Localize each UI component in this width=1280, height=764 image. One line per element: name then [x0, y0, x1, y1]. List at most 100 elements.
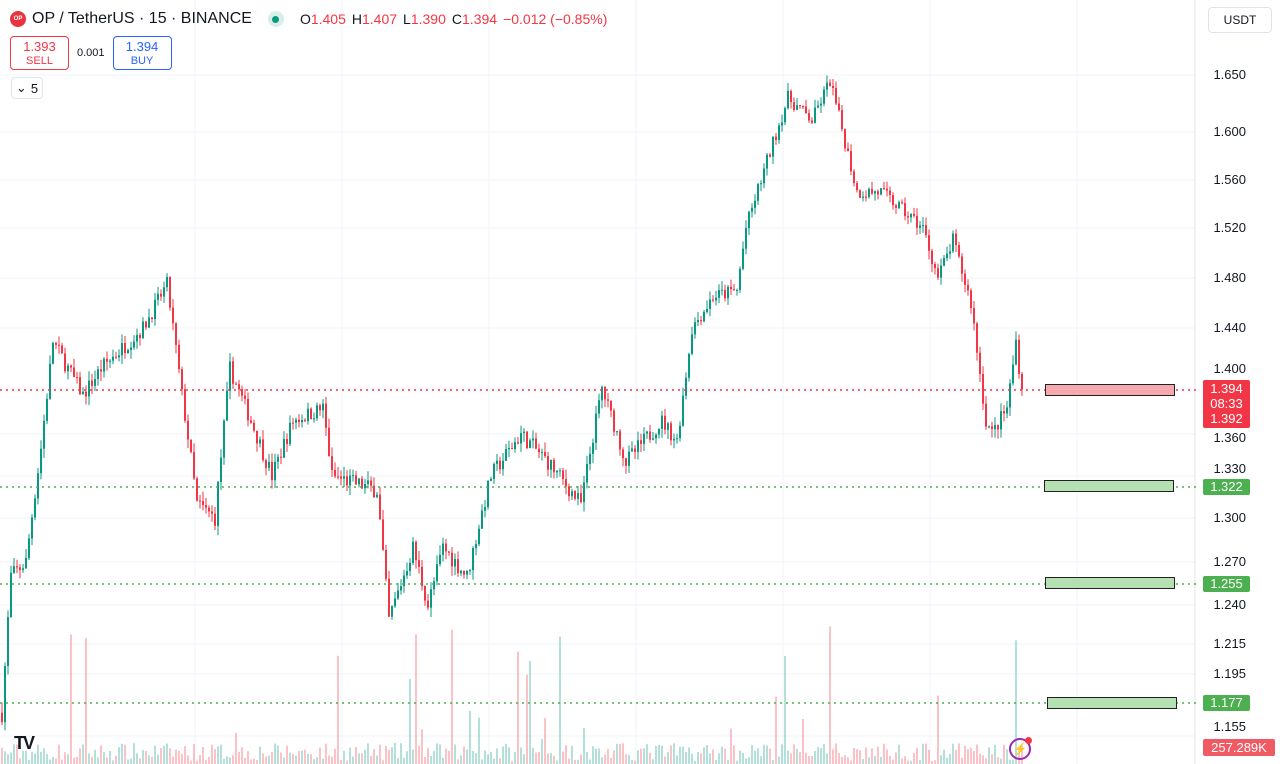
volume-bar [316, 757, 318, 764]
volume-bar [403, 757, 405, 764]
sell-button[interactable]: 1.393 SELL [10, 36, 69, 70]
volume-bar [934, 760, 936, 764]
candle-body [955, 233, 957, 246]
volume-bar [517, 651, 519, 764]
volume-bar [907, 760, 909, 764]
currency-button[interactable]: USDT [1208, 7, 1272, 33]
volume-bar [154, 745, 156, 764]
candle-body [928, 235, 930, 251]
volume-bar [700, 753, 702, 764]
level-box-1[interactable] [1044, 480, 1174, 492]
candle-body [112, 356, 114, 361]
candle-body [958, 245, 960, 257]
volume-bar [292, 754, 294, 764]
volume-bar [772, 759, 774, 764]
volume-bar [37, 744, 39, 764]
candle-body [862, 196, 864, 198]
volume-bar [610, 757, 612, 764]
volume-bar [301, 750, 303, 764]
candle-body [745, 228, 747, 249]
volume-bar [25, 750, 27, 764]
volume-bar [964, 745, 966, 764]
volume-bar [52, 757, 54, 764]
volume-bar [745, 758, 747, 764]
candle-body [403, 575, 405, 587]
volume-bar [655, 745, 657, 764]
level-box-3[interactable] [1047, 697, 1177, 709]
candle-body [985, 403, 987, 427]
volume-bar [145, 750, 147, 764]
volume-bar [601, 757, 603, 764]
buy-button[interactable]: 1.394 BUY [112, 36, 172, 70]
candle-body [283, 439, 285, 458]
candle-body [130, 347, 132, 350]
candle-body [769, 154, 771, 157]
ohlc-values: O1.405 H1.407 L1.390 C1.394 −0.012 (−0.8… [299, 11, 608, 27]
indicators-toggle-button[interactable]: ⌄ 5 [11, 77, 43, 99]
volume-bar [892, 759, 894, 764]
candle-body [313, 418, 315, 420]
candle-body [178, 344, 180, 370]
volume-bar [193, 743, 195, 764]
candle-body [310, 408, 312, 420]
candle-body [364, 483, 366, 489]
candle-body [538, 448, 540, 453]
volume-bar [562, 751, 564, 764]
candle-body [658, 428, 660, 435]
volume-bar [739, 750, 741, 764]
candle-body [445, 543, 447, 552]
candle-body [7, 617, 9, 666]
volume-bar [202, 747, 204, 764]
symbol-title[interactable]: OP / TetherUS · 15 · BINANCE [32, 10, 252, 27]
volume-bar [82, 744, 84, 764]
volume-bar [265, 756, 267, 764]
volume-bar [283, 757, 285, 764]
candle-body [484, 507, 486, 511]
candle-body [373, 485, 375, 497]
candle-body [79, 377, 81, 395]
level-tag: 1.255 [1203, 576, 1250, 592]
candle-body [436, 564, 438, 582]
candle-body [874, 191, 876, 194]
candle-body [682, 395, 684, 426]
candle-body [100, 369, 102, 372]
candle-body [805, 106, 807, 114]
volume-bar [877, 746, 879, 764]
candle-body [619, 431, 621, 450]
candle-body [415, 541, 417, 561]
level-box-2[interactable] [1045, 577, 1175, 589]
volume-bar [895, 752, 897, 764]
candle-body [850, 151, 852, 172]
volume-bar [139, 758, 141, 764]
candle-body [160, 293, 162, 297]
volume-bar [115, 755, 117, 764]
volume-bar [199, 755, 201, 764]
candle-body [382, 519, 384, 550]
candle-body [757, 184, 759, 201]
alert-box-red[interactable] [1045, 384, 1175, 396]
candle-body [1015, 339, 1017, 365]
volume-bar [715, 759, 717, 764]
candle-body [265, 460, 267, 468]
candle-body [496, 460, 498, 464]
volume-bar [13, 744, 15, 764]
tradingview-logo-icon[interactable]: TV [14, 733, 35, 753]
candle-body [898, 202, 900, 208]
candle-body [610, 400, 612, 411]
candle-body [124, 343, 126, 354]
candle-body [1018, 339, 1020, 374]
candle-body [715, 297, 717, 301]
candle-body [25, 557, 27, 569]
candle-body [877, 191, 879, 195]
volume-bar [157, 754, 159, 764]
lightning-icon[interactable]: ⚡ [1009, 737, 1032, 760]
volume-bar [235, 732, 237, 764]
candle-body [946, 253, 948, 259]
candle-body [181, 369, 183, 390]
candle-body [289, 422, 291, 445]
candle-body [400, 586, 402, 591]
candle-body [49, 363, 51, 399]
volume-bar [589, 759, 591, 764]
candle-body [454, 559, 456, 567]
